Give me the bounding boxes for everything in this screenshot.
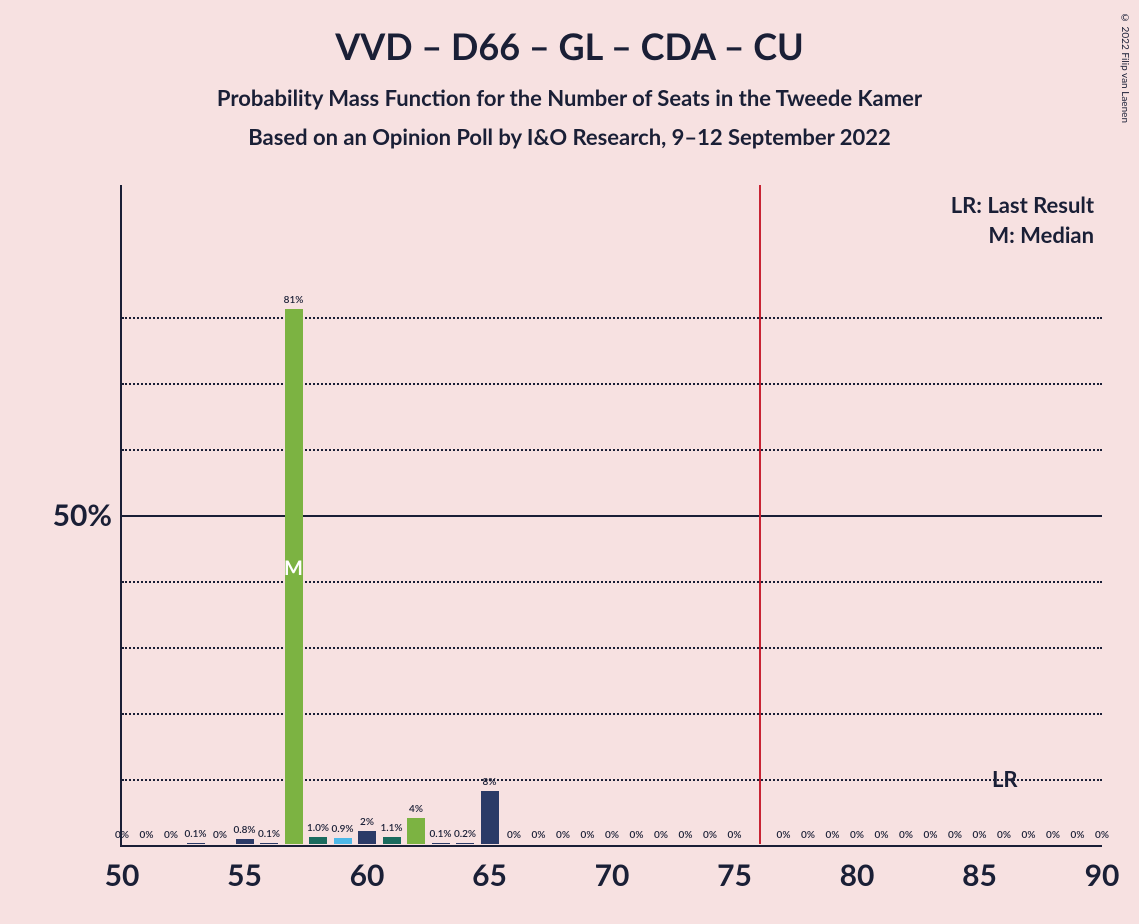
gridline [122, 713, 1102, 715]
bar-label: 0% [1022, 829, 1036, 841]
bar-label: 0% [875, 829, 889, 841]
gridline [122, 581, 1102, 583]
bar-label: 0% [630, 829, 644, 841]
legend-m: M: Median [988, 221, 1094, 248]
last-result-line [759, 185, 761, 844]
bar-label: 0% [1095, 829, 1109, 841]
gridline [122, 317, 1102, 319]
bar-label: 1.1% [380, 822, 402, 834]
bar-label: 0% [532, 829, 546, 841]
bar-label: 0.2% [454, 828, 476, 840]
bar-label: 0% [728, 829, 742, 841]
bar-label: 81% [284, 294, 304, 306]
bar-label: 2% [360, 816, 374, 828]
bar [260, 843, 278, 844]
gridline [122, 647, 1102, 649]
bar-label: 8% [483, 776, 497, 788]
bar-label: 0% [899, 829, 913, 841]
x-axis-label: 65 [472, 857, 507, 893]
bar-label: 0% [948, 829, 962, 841]
bar [358, 831, 376, 844]
bar-label: 0% [826, 829, 840, 841]
x-axis-label: 85 [962, 857, 997, 893]
bar-label: 0% [1046, 829, 1060, 841]
bar-label: 0% [581, 829, 595, 841]
bar-label: 0% [777, 829, 791, 841]
bar [383, 837, 401, 844]
bar-label: 0% [605, 829, 619, 841]
median-marker: M [284, 556, 303, 580]
x-axis-label: 75 [717, 857, 752, 893]
legend-lr: LR: Last Result [951, 191, 1094, 218]
bar-label: 0% [556, 829, 570, 841]
bar-label: 0.8% [233, 824, 255, 836]
plot-area: 50%505560657075808590LR: Last ResultM: M… [120, 185, 1102, 847]
x-axis-label: 60 [350, 857, 385, 893]
bar-label: 0% [115, 829, 129, 841]
bar-label: 0% [973, 829, 987, 841]
bar-label: 0% [164, 829, 178, 841]
bar-label: 0.1% [184, 828, 206, 840]
bar-label: 1.0% [307, 822, 329, 834]
bar-label: 0.1% [258, 828, 280, 840]
bar [432, 843, 450, 844]
x-axis-label: 70 [595, 857, 630, 893]
bar-label: 0% [850, 829, 864, 841]
gridline [122, 449, 1102, 451]
chart-container: 50%505560657075808590LR: Last ResultM: M… [120, 185, 1100, 845]
gridline [122, 779, 1102, 781]
bar [481, 791, 499, 844]
x-axis-label: 50 [105, 857, 140, 893]
bar-label: 0% [997, 829, 1011, 841]
chart-subtitle-2: Based on an Opinion Poll by I&O Research… [0, 111, 1139, 150]
y-axis-label: 50% [53, 497, 112, 533]
x-axis-label: 80 [840, 857, 875, 893]
bar [334, 838, 352, 844]
lr-short-label: LR [992, 765, 1018, 792]
copyright-text: © 2022 Filip van Laenen [1119, 12, 1131, 123]
x-axis-label: 90 [1085, 857, 1120, 893]
gridline [122, 383, 1102, 385]
bar-label: 0.9% [331, 823, 353, 835]
bar-label: 0% [140, 829, 154, 841]
bar-label: 0% [507, 829, 521, 841]
bar-label: 0% [213, 829, 227, 841]
bar-label: 0.1% [429, 828, 451, 840]
chart-subtitle-1: Probability Mass Function for the Number… [0, 68, 1139, 111]
bar [309, 837, 327, 844]
bar-label: 0% [1071, 829, 1085, 841]
x-axis-label: 55 [227, 857, 262, 893]
gridline [122, 515, 1102, 517]
bar-label: 4% [409, 803, 423, 815]
bar-label: 0% [924, 829, 938, 841]
bar [236, 839, 254, 844]
bar-label: 0% [654, 829, 668, 841]
bar [407, 818, 425, 844]
chart-title: VVD – D66 – GL – CDA – CU [0, 0, 1139, 68]
bar [187, 843, 205, 844]
bar [456, 843, 474, 844]
bar-label: 0% [703, 829, 717, 841]
bar-label: 0% [801, 829, 815, 841]
bar-label: 0% [679, 829, 693, 841]
